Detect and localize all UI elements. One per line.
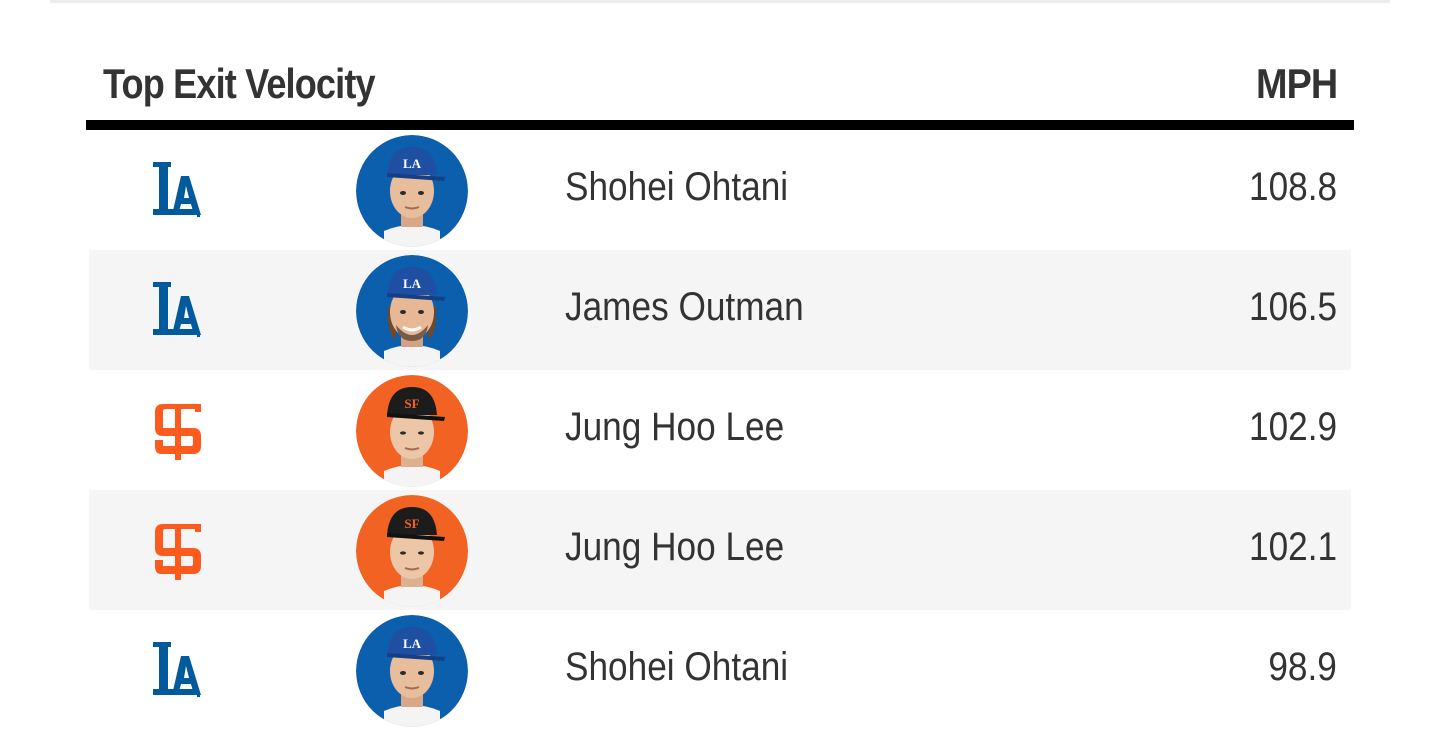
leaderboard-rows: LA Shohei Ohtani 108.8 bbox=[86, 130, 1354, 730]
dodgers-logo-icon bbox=[151, 158, 207, 222]
player-headshot-icon: SF bbox=[356, 495, 468, 607]
player-name[interactable]: Shohei Ohtani bbox=[565, 645, 789, 689]
svg-text:SF: SF bbox=[404, 396, 419, 411]
leaderboard-row[interactable]: LA Shohei Ohtani 108.8 bbox=[89, 130, 1351, 250]
leaderboard-row[interactable]: LA James Outman 106.5 bbox=[89, 250, 1351, 370]
svg-text:LA: LA bbox=[403, 156, 422, 171]
svg-text:SF: SF bbox=[404, 516, 419, 531]
exit-velocity-value: 102.1 bbox=[1248, 525, 1337, 569]
player-name[interactable]: James Outman bbox=[565, 285, 804, 329]
leaderboard-row[interactable]: SF Jung Hoo Lee 102.9 bbox=[89, 370, 1351, 490]
top-divider bbox=[50, 0, 1390, 3]
leaderboard-title: Top Exit Velocity bbox=[103, 60, 376, 107]
svg-text:LA: LA bbox=[403, 636, 422, 651]
player-headshot-icon: LA bbox=[356, 615, 468, 727]
player-name[interactable]: Jung Hoo Lee bbox=[565, 525, 785, 569]
player-headshot-icon: LA bbox=[356, 255, 468, 367]
exit-velocity-value: 108.8 bbox=[1248, 165, 1337, 209]
dodgers-logo-icon bbox=[151, 638, 207, 702]
exit-velocity-leaderboard: Top Exit Velocity MPH bbox=[86, 50, 1354, 730]
leaderboard-header: Top Exit Velocity MPH bbox=[86, 50, 1354, 120]
unit-column-header: MPH bbox=[1255, 60, 1338, 107]
player-name[interactable]: Jung Hoo Lee bbox=[565, 405, 785, 449]
svg-text:LA: LA bbox=[403, 276, 422, 291]
exit-velocity-value: 98.9 bbox=[1268, 645, 1337, 689]
giants-logo-icon bbox=[151, 518, 207, 582]
dodgers-logo-icon bbox=[151, 278, 207, 342]
leaderboard-row[interactable]: LA Shohei Ohtani 98.9 bbox=[89, 610, 1351, 730]
exit-velocity-value: 102.9 bbox=[1248, 405, 1337, 449]
leaderboard-row[interactable]: SF Jung Hoo Lee 102.1 bbox=[89, 490, 1351, 610]
exit-velocity-value: 106.5 bbox=[1248, 285, 1337, 329]
player-headshot-icon: LA bbox=[356, 135, 468, 247]
player-headshot-icon: SF bbox=[356, 375, 468, 487]
player-name[interactable]: Shohei Ohtani bbox=[565, 165, 789, 209]
giants-logo-icon bbox=[151, 398, 207, 462]
header-divider bbox=[86, 120, 1354, 130]
